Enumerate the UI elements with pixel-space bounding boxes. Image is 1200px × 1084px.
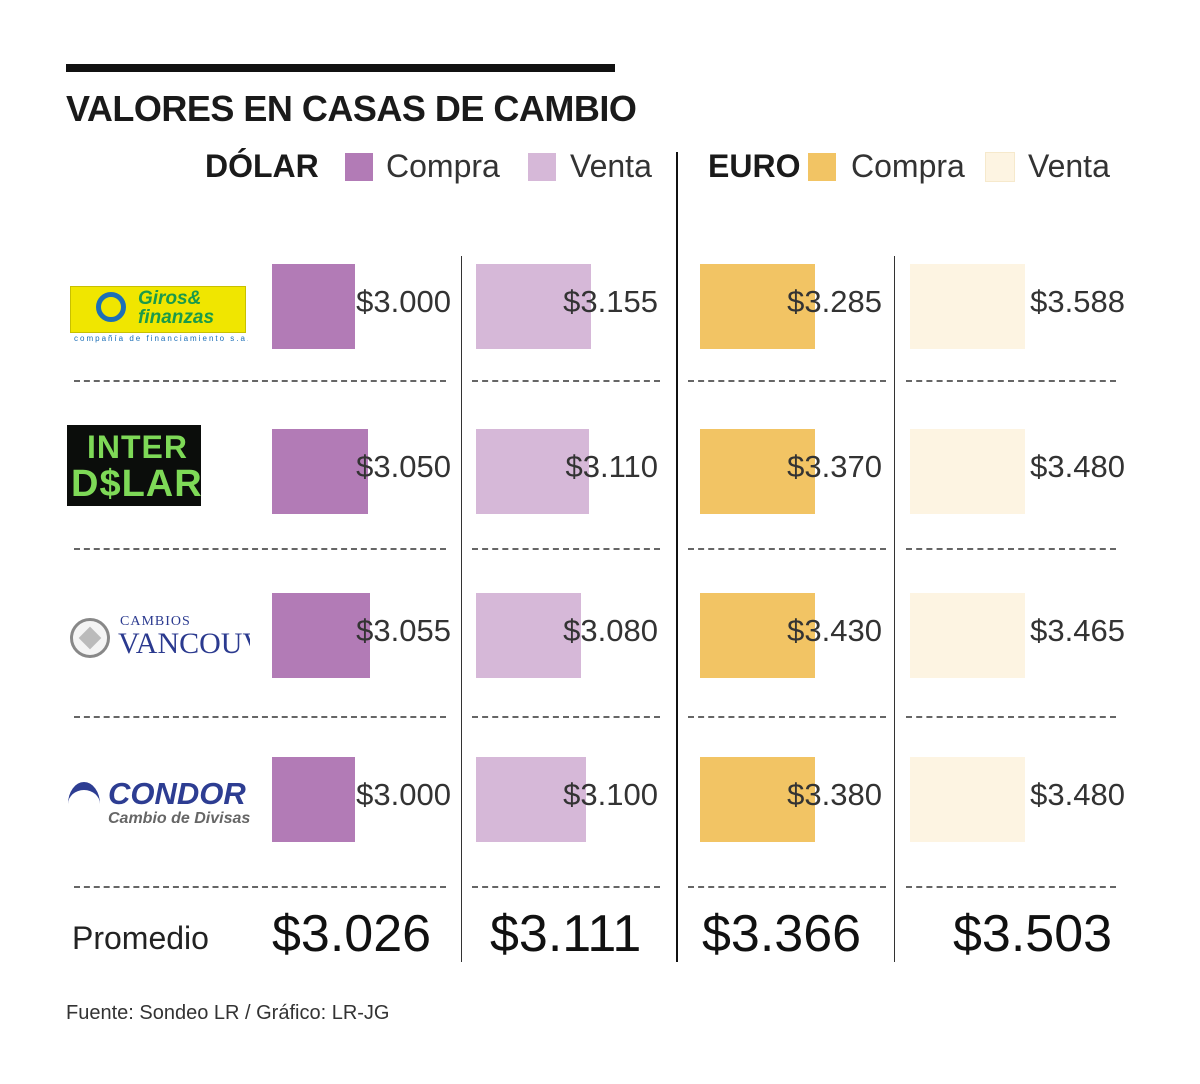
legend-dolar-label: DÓLAR (205, 148, 319, 184)
bar-dolar-compra-1 (272, 264, 355, 349)
dash-line-4-2 (472, 886, 660, 888)
chart-title: VALORES EN CASAS DE CAMBIO (66, 88, 637, 129)
logo-cambios-vancouver: CAMBIOS VANCOUVER (70, 612, 250, 662)
average-euro-venta: $3.503 (953, 905, 1113, 963)
value-label-dolar-compra-3: $3.055 (356, 613, 451, 648)
bar-euro-compra-3 (700, 593, 815, 678)
bar-euro-venta-4 (910, 757, 1025, 842)
dash-line-1-1 (74, 380, 446, 382)
dash-line-3-1 (74, 716, 446, 718)
bar-euro-venta-1 (910, 264, 1025, 349)
legend-swatch-dolar-compra (345, 153, 373, 181)
logo-condor: CONDOR Cambio de Divisas (66, 778, 252, 830)
bar-dolar-compra-4 (272, 757, 355, 842)
source-note: Fuente: Sondeo LR / Gráfico: LR-JG (66, 1002, 390, 1024)
dash-line-2-2 (472, 548, 660, 550)
legend-swatch-dolar-venta (528, 153, 556, 181)
value-label-euro-venta-3: $3.465 (1030, 613, 1125, 648)
value-label-euro-venta-4: $3.480 (1030, 777, 1125, 812)
legend-dolar-venta: Venta (570, 148, 652, 184)
giros-g-icon (96, 292, 126, 322)
value-label-dolar-venta-2: $3.110 (565, 449, 658, 484)
condor-line-2: Cambio de Divisas (108, 810, 251, 827)
value-label-dolar-venta-3: $3.080 (563, 613, 658, 648)
dash-line-1-2 (472, 380, 660, 382)
average-label: Promedio (72, 920, 209, 956)
bar-dolar-venta-2 (476, 429, 589, 514)
dash-line-1-4 (906, 380, 1116, 382)
dash-line-3-3 (688, 716, 886, 718)
bar-euro-venta-2 (910, 429, 1025, 514)
condor-line-1: CONDOR (108, 778, 246, 811)
average-euro-compra: $3.366 (702, 905, 862, 963)
dash-line-4-3 (688, 886, 886, 888)
dash-line-3-2 (472, 716, 660, 718)
legend-swatch-euro-venta (985, 152, 1015, 182)
legend-euro-venta: Venta (1028, 148, 1110, 184)
legend-dolar-compra: Compra (386, 148, 500, 184)
bar-dolar-venta-1 (476, 264, 591, 349)
value-label-euro-venta-1: $3.588 (1030, 284, 1125, 319)
dash-line-2-3 (688, 548, 886, 550)
inter-line-2: D$LAR (71, 463, 201, 505)
giros-subtitle: compañía de financiamiento s.a. (74, 334, 248, 343)
bar-euro-compra-2 (700, 429, 815, 514)
giros-name-2: finanzas (138, 307, 215, 328)
value-label-dolar-compra-4: $3.000 (356, 777, 451, 812)
giros-name-1: Giros& (138, 288, 202, 309)
value-label-euro-compra-1: $3.285 (787, 284, 882, 319)
dash-line-4-1 (74, 886, 446, 888)
value-label-euro-compra-2: $3.370 (787, 449, 882, 484)
average-dolar-venta: $3.111 (490, 905, 642, 963)
value-label-euro-venta-2: $3.480 (1030, 449, 1125, 484)
dash-line-1-3 (688, 380, 886, 382)
bar-euro-venta-3 (910, 593, 1025, 678)
dash-line-4-4 (906, 886, 1116, 888)
bar-euro-compra-4 (700, 757, 815, 842)
vancouver-line-2: VANCOUVER (118, 627, 250, 660)
bar-dolar-venta-3 (476, 593, 581, 678)
legend-euro-compra: Compra (851, 148, 965, 184)
maple-seal-icon (70, 618, 110, 658)
value-label-dolar-compra-2: $3.050 (356, 449, 451, 484)
value-label-dolar-venta-1: $3.155 (563, 284, 658, 319)
value-label-dolar-venta-4: $3.100 (563, 777, 658, 812)
title-rule (66, 64, 615, 72)
bar-dolar-compra-3 (272, 593, 370, 678)
condor-wing-icon (68, 782, 100, 826)
dash-line-2-1 (74, 548, 446, 550)
bar-dolar-venta-4 (476, 757, 586, 842)
bar-euro-compra-1 (700, 264, 815, 349)
value-label-euro-compra-4: $3.380 (787, 777, 882, 812)
inter-line-1: INTER (87, 429, 188, 465)
separator-dolar (461, 256, 462, 962)
dash-line-2-4 (906, 548, 1116, 550)
value-label-dolar-compra-1: $3.000 (356, 284, 451, 319)
bar-dolar-compra-2 (272, 429, 369, 514)
average-dolar-compra: $3.026 (272, 905, 432, 963)
value-label-euro-compra-3: $3.430 (787, 613, 882, 648)
separator-euro (894, 256, 895, 962)
legend-euro-label: EURO (708, 148, 801, 184)
vancouver-line-1: CAMBIOS (120, 614, 191, 629)
separator-main (676, 152, 678, 962)
dash-line-3-4 (906, 716, 1116, 718)
legend-swatch-euro-compra (808, 153, 836, 181)
logo-inter-dolar: INTER D$LAR (67, 425, 201, 506)
logo-giros-finanzas: Giros& finanzas compañía de financiamient… (70, 286, 248, 346)
